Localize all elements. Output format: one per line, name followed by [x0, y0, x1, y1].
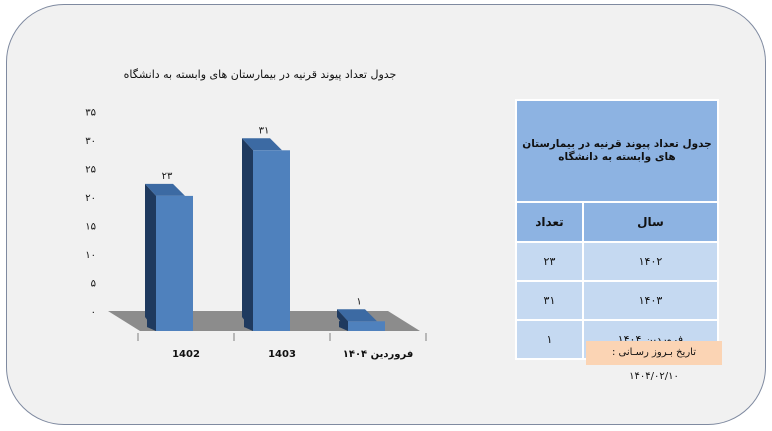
y-tick-label: ۳۰ [85, 136, 96, 147]
bar-depth [337, 309, 348, 331]
table-cell-year: ۱۴۰۳ [581, 280, 720, 321]
bar-value-label: ۳۱ [259, 125, 270, 136]
chart-title: جدول تعداد پیوند قرنیه در بیمارستان های … [123, 68, 397, 81]
y-tick-label: ۲۵ [85, 165, 96, 176]
x-category-label: 1402 [172, 349, 200, 360]
bar-value-label: ۲۳ [162, 171, 173, 182]
y-tick-label: ۱۰ [85, 250, 96, 261]
bar-top [337, 309, 377, 322]
bar [348, 321, 385, 331]
update-date-note: تاریخ بـروز رسـانی : ۱۴۰۴/۰۲/۱۰ [586, 341, 722, 382]
bar [253, 150, 290, 331]
table-cell-count: ۳۱ [515, 280, 584, 321]
table-cell-count: ۲۳ [515, 241, 584, 282]
bar [156, 195, 193, 331]
stats-table-container: جدول تعداد پیوند قرنیه در بیمارستان های … [515, 99, 720, 360]
bar-depth [145, 183, 156, 331]
bar-top [242, 138, 282, 151]
table-header-count: تعداد [515, 201, 584, 243]
y-tick-label: ۰ [91, 307, 96, 318]
y-tick-label: ۵ [91, 279, 96, 290]
table-row: ۱۴۰۲ ۲۳ [515, 241, 720, 282]
table-cell-count: ۱ [515, 319, 584, 360]
table-cell-year: ۱۴۰۲ [581, 241, 720, 282]
x-category-label: 1403 [268, 349, 296, 360]
y-tick-label: ۲۰ [85, 193, 96, 204]
bar-top [145, 183, 185, 196]
y-tick-label: ۳۵ [85, 108, 96, 119]
table-row: ۱۴۰۳ ۳۱ [515, 280, 720, 321]
table-title: جدول تعداد پیوند قرنیه در بیمارستان های … [515, 99, 719, 203]
stats-table: جدول تعداد پیوند قرنیه در بیمارستان های … [515, 99, 720, 360]
bar-depth [242, 138, 253, 331]
x-category-label: فروردین ۱۴۰۴ [343, 349, 414, 360]
y-tick-label: ۱۵ [85, 222, 96, 233]
bar-value-label: ۱ [356, 296, 361, 307]
table-header-year: سال [581, 201, 720, 243]
